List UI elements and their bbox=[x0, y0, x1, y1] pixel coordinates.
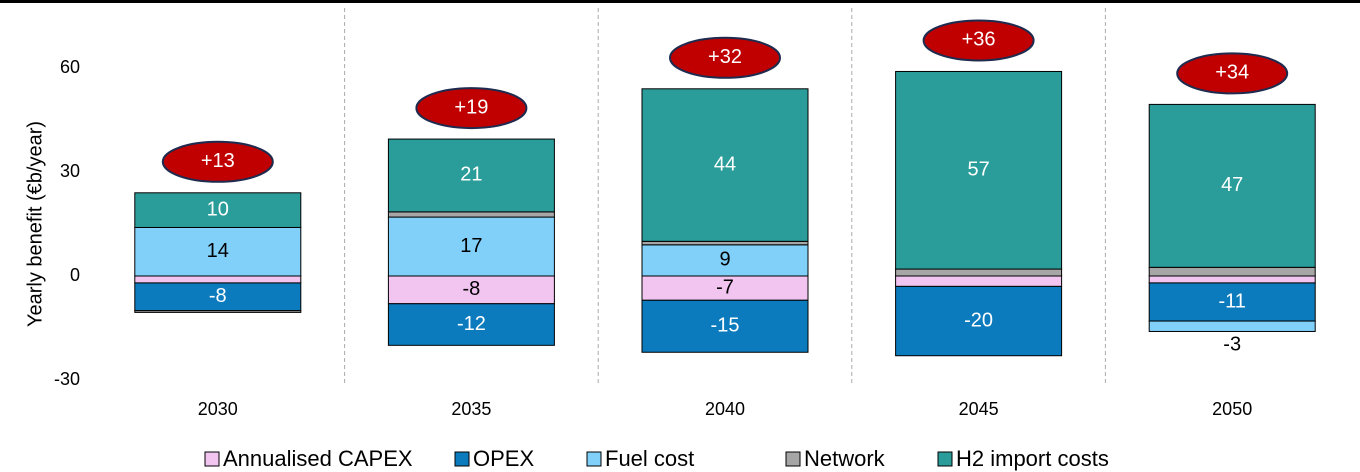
data-label: -20 bbox=[964, 309, 993, 331]
bar-segment bbox=[134, 192, 302, 228]
data-label: 47 bbox=[1221, 174, 1243, 196]
legend-label: H2 import costs bbox=[956, 446, 1109, 471]
legend-swatch bbox=[937, 451, 953, 467]
bar-segment bbox=[134, 226, 302, 277]
legend-swatch bbox=[785, 451, 801, 467]
data-label: 57 bbox=[967, 159, 989, 181]
net-label: +32 bbox=[708, 46, 742, 68]
bar-segment bbox=[1148, 266, 1316, 277]
bar-segment bbox=[641, 240, 809, 246]
data-label: 10 bbox=[207, 198, 229, 220]
bar-segment bbox=[134, 282, 302, 312]
y-tick-label: 30 bbox=[60, 161, 80, 181]
bar-segment bbox=[1148, 103, 1316, 268]
net-label: +19 bbox=[454, 96, 488, 118]
net-badge bbox=[161, 140, 274, 183]
bar-segment bbox=[387, 138, 555, 213]
x-tick-label: 2030 bbox=[198, 399, 238, 419]
bar-segment bbox=[387, 303, 555, 346]
data-label: -3 bbox=[1223, 334, 1241, 356]
y-tick-label: 60 bbox=[60, 57, 80, 77]
bar-segment bbox=[387, 216, 555, 277]
bar-segment bbox=[895, 268, 1063, 277]
bar-segment bbox=[387, 275, 555, 305]
legend-label: OPEX bbox=[473, 446, 534, 471]
net-label: +34 bbox=[1215, 62, 1249, 84]
net-badge bbox=[922, 19, 1035, 62]
bar-segment bbox=[895, 285, 1063, 357]
y-tick-label: 0 bbox=[70, 265, 80, 285]
bar-segment bbox=[895, 275, 1063, 287]
bar-segment bbox=[134, 310, 302, 313]
bar-segment bbox=[387, 211, 555, 218]
data-label: -8 bbox=[209, 285, 227, 307]
data-label: -11 bbox=[1218, 290, 1245, 312]
net-badge bbox=[415, 87, 528, 130]
data-label: -15 bbox=[711, 315, 740, 337]
y-tick-label: -30 bbox=[54, 369, 80, 389]
legend-label: Network bbox=[804, 446, 886, 471]
bar-segment bbox=[641, 244, 809, 277]
net-badge bbox=[669, 36, 781, 79]
bar-segment bbox=[1148, 282, 1316, 322]
data-label: -8 bbox=[463, 278, 481, 300]
data-label: -12 bbox=[457, 313, 486, 335]
bar-segment bbox=[1148, 275, 1316, 284]
bar-segment bbox=[641, 88, 809, 242]
x-tick-label: 2040 bbox=[705, 399, 745, 419]
data-label: 44 bbox=[714, 153, 736, 175]
bar-segment bbox=[134, 275, 302, 284]
net-label: +36 bbox=[962, 29, 996, 51]
data-label: 14 bbox=[207, 240, 229, 262]
data-label: 17 bbox=[460, 235, 482, 257]
legend-swatch bbox=[586, 451, 602, 467]
legend-label: Fuel cost bbox=[605, 446, 694, 471]
legend-swatch bbox=[454, 451, 470, 467]
net-badge bbox=[1176, 52, 1289, 95]
bar-segment bbox=[895, 70, 1063, 270]
legend-swatch bbox=[204, 451, 220, 467]
bar-segment bbox=[641, 299, 809, 353]
data-label: 9 bbox=[719, 249, 730, 271]
x-tick-label: 2050 bbox=[1212, 399, 1252, 419]
net-label: +13 bbox=[201, 150, 235, 172]
data-label: 21 bbox=[460, 164, 482, 186]
top-rule bbox=[0, 0, 1360, 3]
legend-label: Annualised CAPEX bbox=[223, 446, 413, 471]
x-tick-label: 2035 bbox=[451, 399, 491, 419]
data-label: -7 bbox=[716, 276, 734, 298]
bar-segment bbox=[1148, 320, 1316, 332]
x-tick-label: 2045 bbox=[959, 399, 999, 419]
y-axis-label: Yearly benefit (€b/year) bbox=[24, 121, 46, 327]
